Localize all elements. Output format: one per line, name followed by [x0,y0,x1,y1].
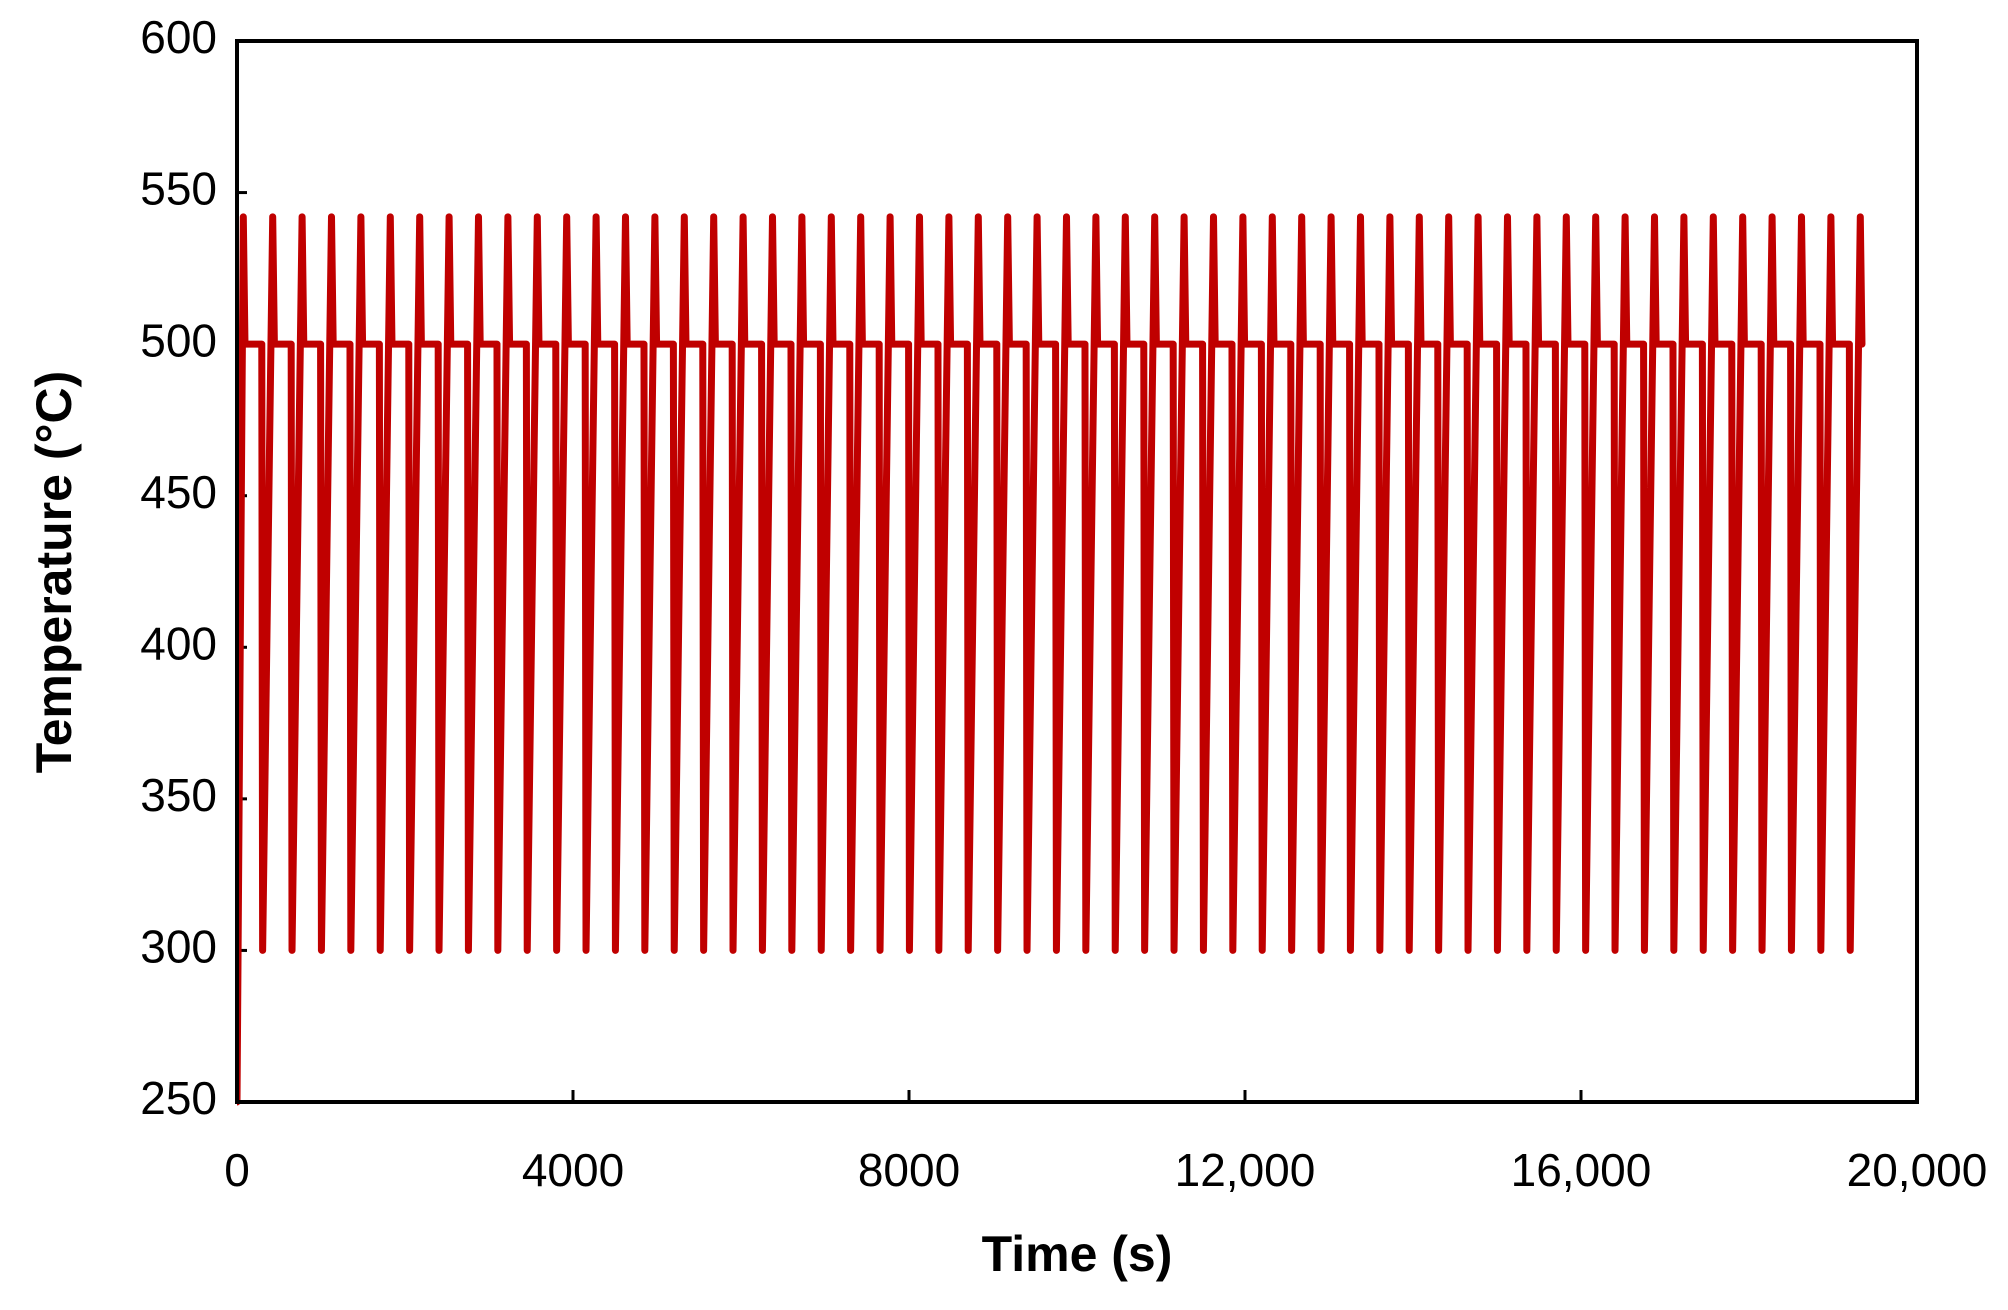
y-tick-label: 600 [140,11,217,63]
data-line [237,213,1866,1106]
y-tick-label: 450 [140,466,217,518]
x-tick-label: 4000 [522,1144,624,1196]
x-tick-label: 12,000 [1175,1144,1316,1196]
x-tick-label: 8000 [858,1144,960,1196]
y-tick-label: 550 [140,163,217,215]
x-axis-title: Time (s) [982,1226,1173,1282]
y-tick-label: 250 [140,1072,217,1124]
y-tick-label: 350 [140,769,217,821]
x-tick-label: 20,000 [1847,1144,1988,1196]
y-tick-label: 300 [140,921,217,973]
x-tick-label: 16,000 [1511,1144,1652,1196]
x-tick-label: 0 [224,1144,250,1196]
y-tick-label: 500 [140,314,217,366]
y-tick-label: 400 [140,617,217,669]
y-axis-title: Temperature (°C) [26,371,82,773]
plot-frame [235,39,1919,1104]
